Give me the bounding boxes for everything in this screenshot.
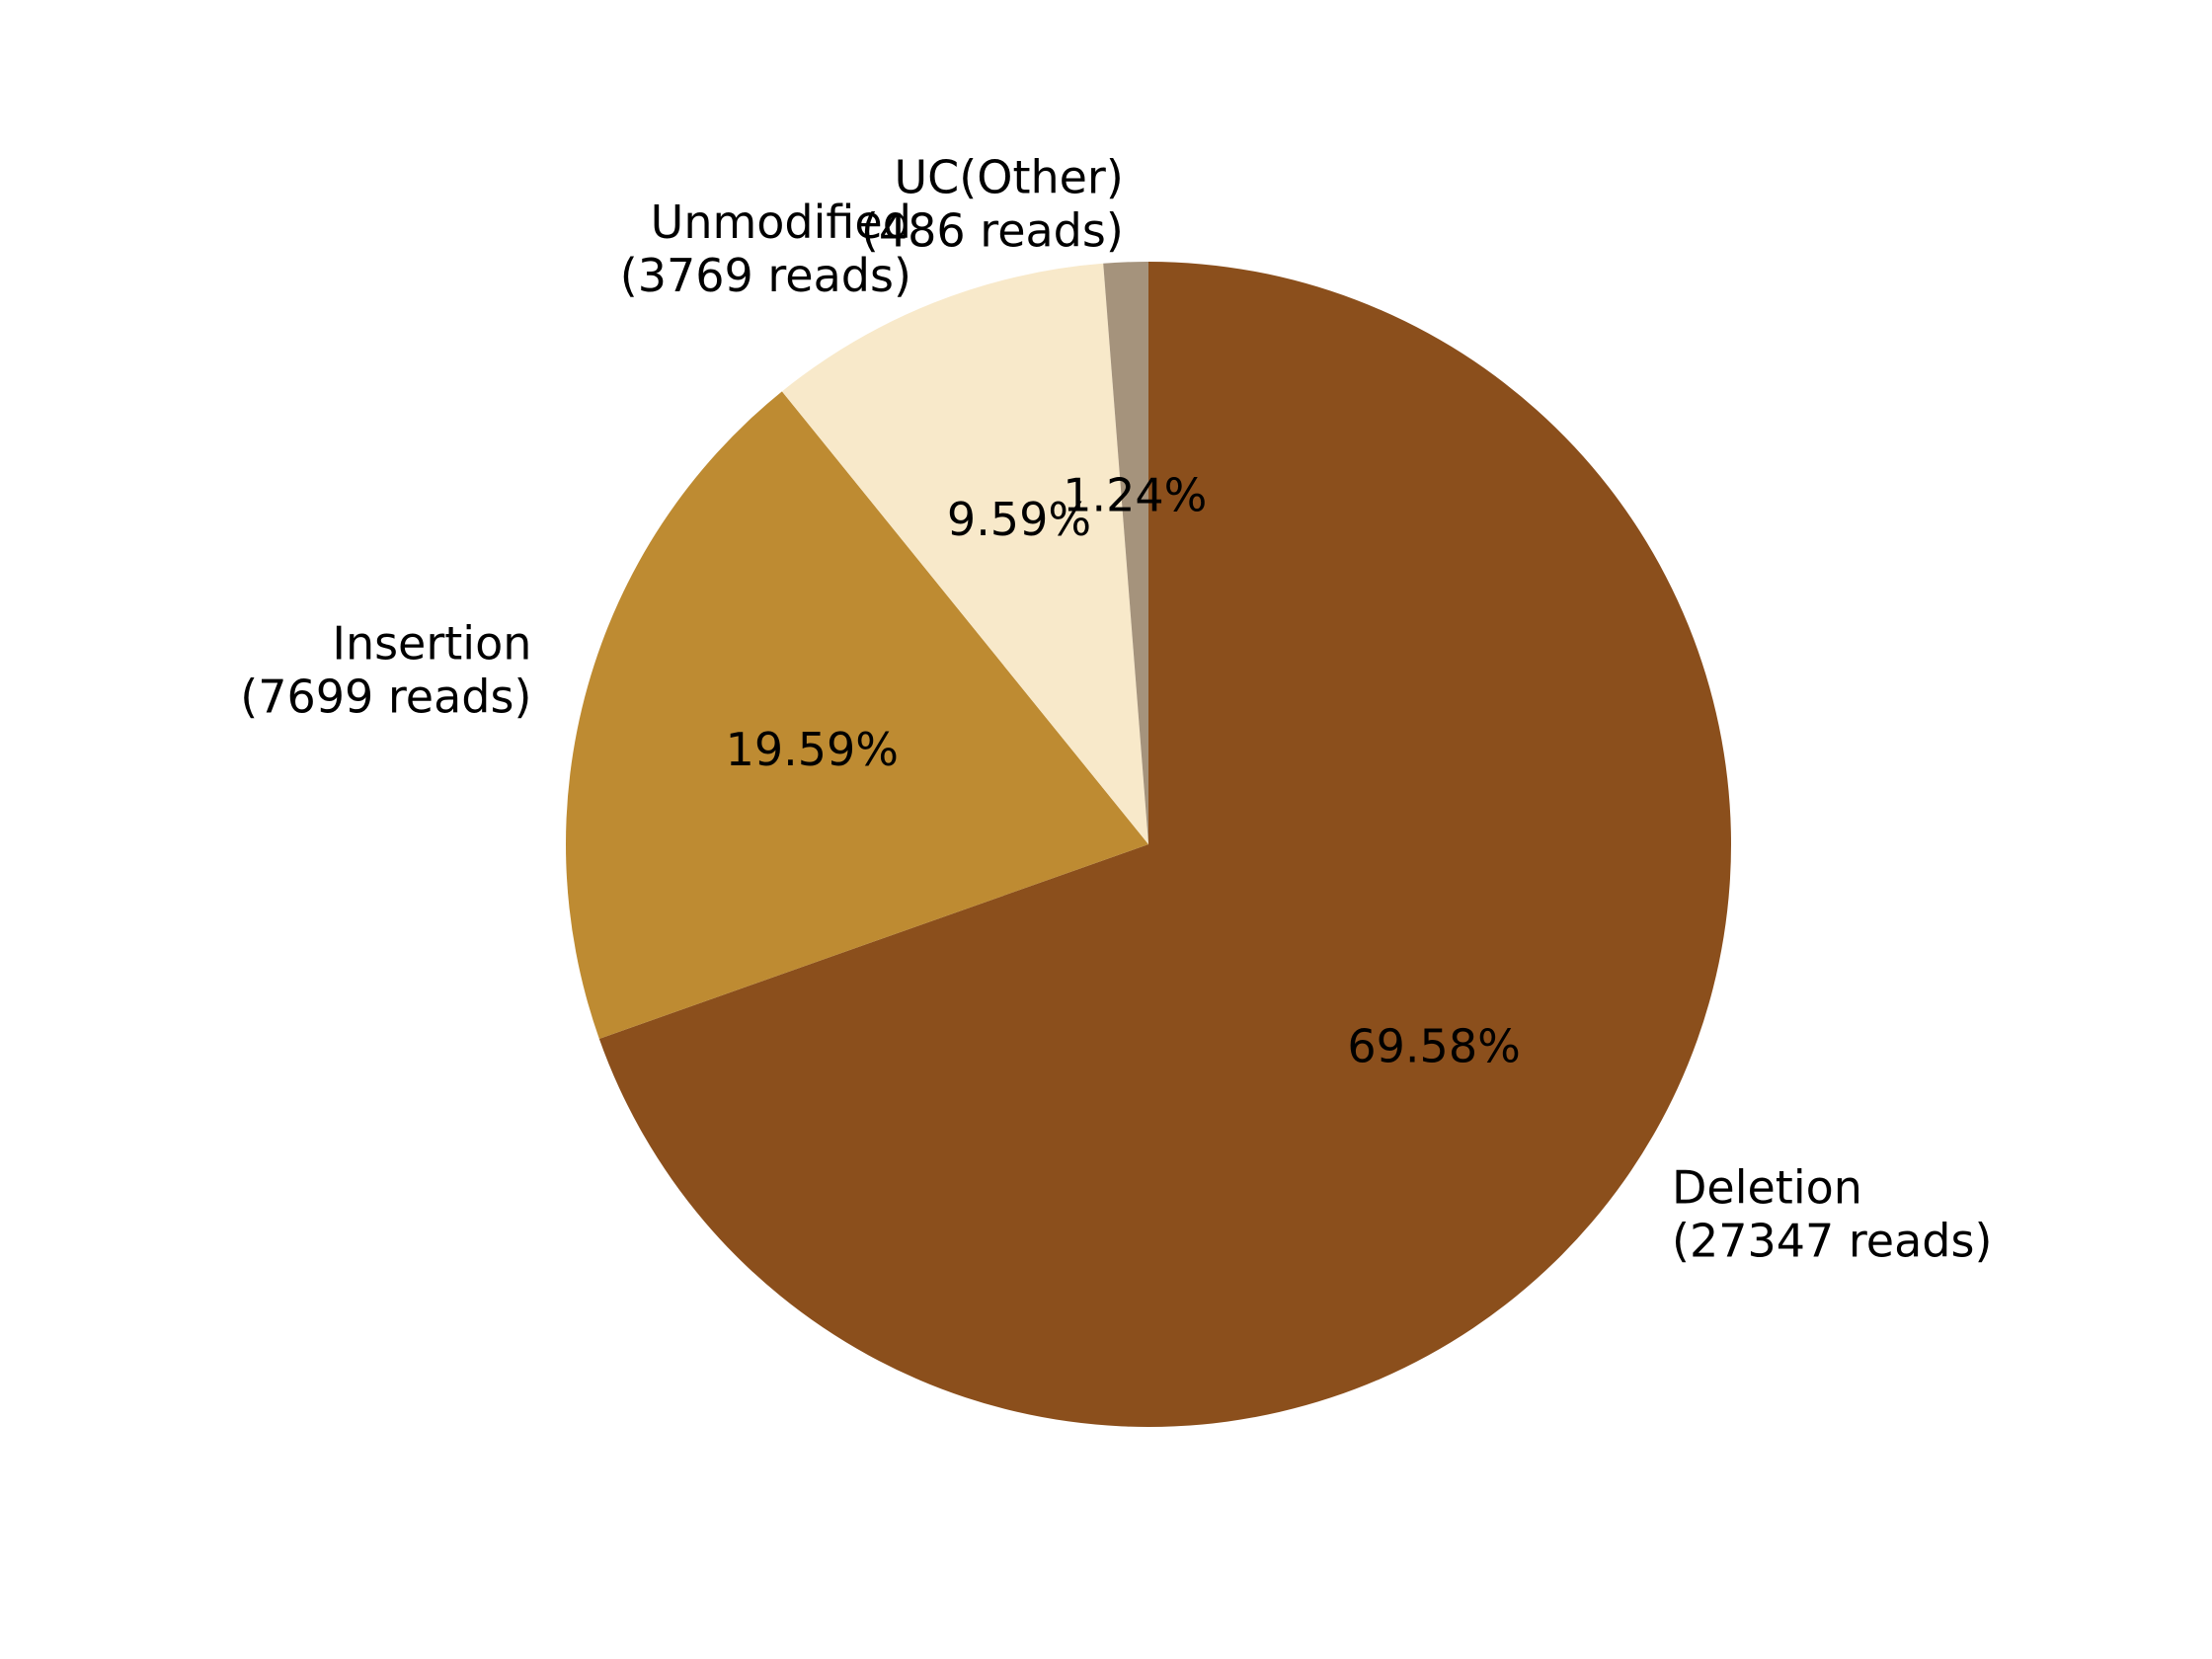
pie-slice-insertion: [566, 391, 1148, 1039]
category-reads-deletion: (27347 reads): [1672, 1215, 1992, 1268]
percent-labels-layer: 69.58% 19.59% 9.59%1.24%: [726, 468, 1521, 1072]
pie-slice-uc-other: [1103, 262, 1148, 844]
category-reads-insertion: (7699 reads): [240, 671, 531, 724]
category-label-unmodified: Unmodified (3769 reads): [620, 196, 911, 302]
category-reads-uc-other: (486 reads): [861, 204, 1124, 258]
category-name-unmodified: Unmodified: [651, 196, 911, 249]
category-name-deletion: Deletion: [1672, 1161, 1862, 1215]
category-label-deletion: Deletion (27347 reads): [1672, 1161, 1992, 1268]
percent-label-insertion: 19.59%: [726, 723, 899, 776]
category-reads-unmodified: (3769 reads): [620, 249, 911, 302]
category-labels-layer: Deletion (27347 reads) Insertion (7699 read…: [240, 151, 1992, 1268]
slices-layer: [566, 262, 1732, 1428]
category-name-uc-other: UC(Other): [895, 151, 1124, 204]
percent-label-uc-other: 1.24%: [1063, 468, 1207, 521]
pie-slice-deletion: [598, 262, 1732, 1428]
percent-label-deletion: 69.58%: [1347, 1019, 1520, 1072]
percent-label-unmodified: 9.59%: [947, 493, 1091, 546]
category-label-insertion: Insertion (7699 reads): [240, 617, 531, 724]
category-label-uc-other: UC(Other) (486 reads): [861, 151, 1124, 258]
category-name-insertion: Insertion: [332, 617, 531, 671]
pie-slice-unmodified: [781, 263, 1148, 844]
